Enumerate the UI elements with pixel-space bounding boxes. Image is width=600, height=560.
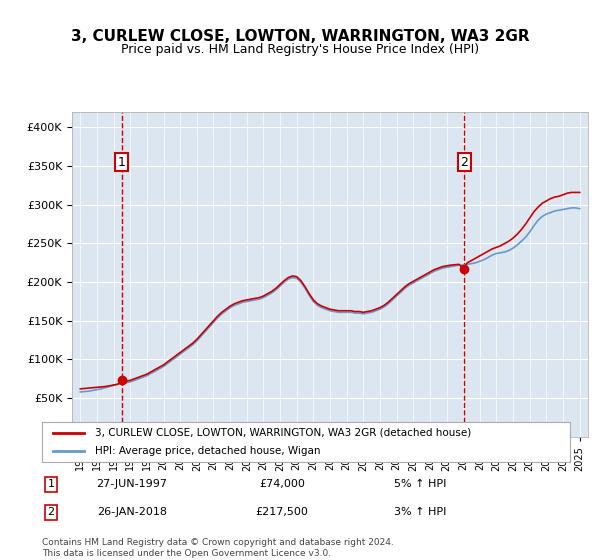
Text: 5% ↑ HPI: 5% ↑ HPI [394,479,446,489]
Text: 1: 1 [47,479,55,489]
Text: 3, CURLEW CLOSE, LOWTON, WARRINGTON, WA3 2GR: 3, CURLEW CLOSE, LOWTON, WARRINGTON, WA3… [71,29,529,44]
Text: 2: 2 [47,507,55,517]
Text: This data is licensed under the Open Government Licence v3.0.: This data is licensed under the Open Gov… [42,549,331,558]
Text: £217,500: £217,500 [256,507,308,517]
Text: 26-JAN-2018: 26-JAN-2018 [97,507,167,517]
Text: 27-JUN-1997: 27-JUN-1997 [97,479,167,489]
Text: 1: 1 [118,156,126,169]
Text: 3, CURLEW CLOSE, LOWTON, WARRINGTON, WA3 2GR (detached house): 3, CURLEW CLOSE, LOWTON, WARRINGTON, WA3… [95,428,471,438]
Text: HPI: Average price, detached house, Wigan: HPI: Average price, detached house, Wiga… [95,446,320,456]
Text: Price paid vs. HM Land Registry's House Price Index (HPI): Price paid vs. HM Land Registry's House … [121,43,479,56]
Text: 3% ↑ HPI: 3% ↑ HPI [394,507,446,517]
Text: Contains HM Land Registry data © Crown copyright and database right 2024.: Contains HM Land Registry data © Crown c… [42,538,394,547]
Text: £74,000: £74,000 [259,479,305,489]
Text: 2: 2 [460,156,468,169]
